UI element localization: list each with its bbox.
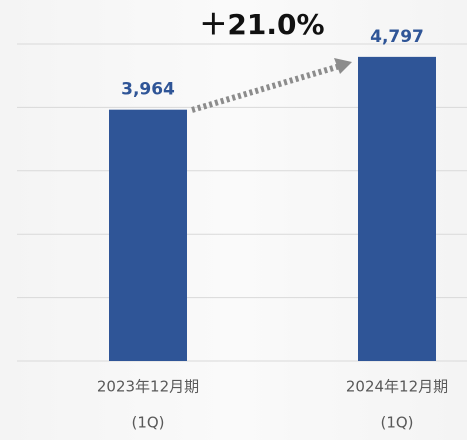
arrow-line xyxy=(191,63,341,113)
bar xyxy=(358,56,436,361)
value-label: 4,797 xyxy=(370,27,424,47)
value-label: 3,964 xyxy=(121,80,175,100)
x-tick-label: (1Q) xyxy=(131,414,164,432)
x-tick-label: 2024年12月期 xyxy=(346,378,448,396)
growth-arrow xyxy=(191,58,352,113)
x-tick-label: 2023年12月期 xyxy=(97,378,199,396)
bar xyxy=(109,109,187,361)
x-tick-label: (1Q) xyxy=(380,414,413,432)
growth-annotation: ＋21.0% xyxy=(199,8,324,41)
arrow-head xyxy=(334,58,352,74)
